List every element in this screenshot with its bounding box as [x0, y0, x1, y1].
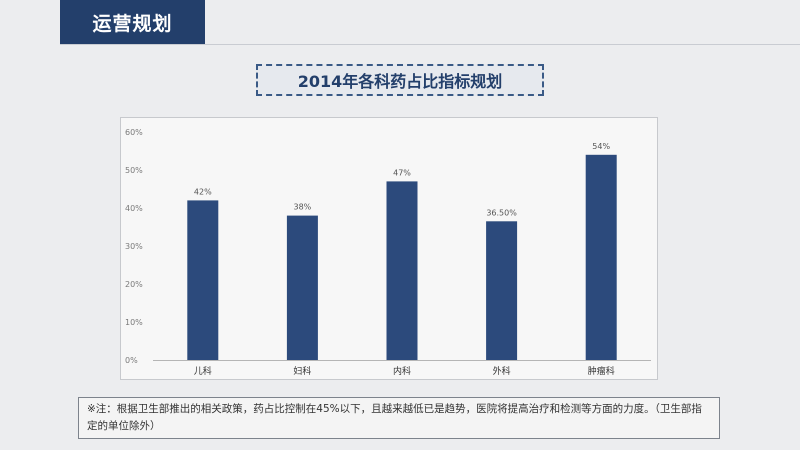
data-label: 36.50%: [486, 208, 517, 217]
header-divider: [60, 44, 800, 45]
chart-title: 2014年各科药占比指标规划: [256, 64, 544, 96]
bar-series: [187, 154, 617, 360]
bar: [286, 215, 318, 360]
y-tick-label: 10%: [125, 318, 143, 327]
data-label: 38%: [294, 203, 312, 212]
data-label: 47%: [393, 168, 411, 177]
category-label: 儿科: [194, 365, 212, 377]
data-labels: 42% 38% 47% 36.50% 54%: [194, 142, 611, 218]
y-tick-label: 60%: [125, 128, 143, 137]
y-tick-label: 30%: [125, 242, 143, 251]
chart-area: 0% 10% 20% 30% 40% 50% 60% 42% 38% 47% 36.50% 54% …: [120, 117, 658, 380]
category-label: 肿瘤科: [588, 365, 615, 377]
y-tick-label: 20%: [125, 280, 143, 289]
data-label: 42%: [194, 187, 212, 196]
bar: [187, 200, 219, 360]
bar: [486, 221, 518, 360]
category-label: 外科: [493, 365, 511, 377]
category-labels: 儿科 妇科 内科 外科 肿瘤科: [194, 365, 615, 377]
y-axis: 0% 10% 20% 30% 40% 50% 60%: [125, 128, 143, 365]
y-tick-label: 40%: [125, 204, 143, 213]
section-title: 运营规划: [60, 0, 205, 44]
footnote: ※注：根据卫生部推出的相关政策，药占比控制在45%以下，且越来越低已是趋势，医院…: [78, 397, 720, 439]
y-tick-label: 0%: [125, 356, 138, 365]
bar: [585, 154, 617, 360]
bar: [386, 181, 418, 360]
bar-chart: 0%10%20%30%40%50%60% 42%38%47%36.50%54% …: [125, 128, 651, 377]
y-tick-label: 50%: [125, 166, 143, 175]
data-label: 54%: [592, 142, 610, 151]
category-label: 内科: [393, 365, 411, 377]
category-label: 妇科: [293, 365, 311, 377]
